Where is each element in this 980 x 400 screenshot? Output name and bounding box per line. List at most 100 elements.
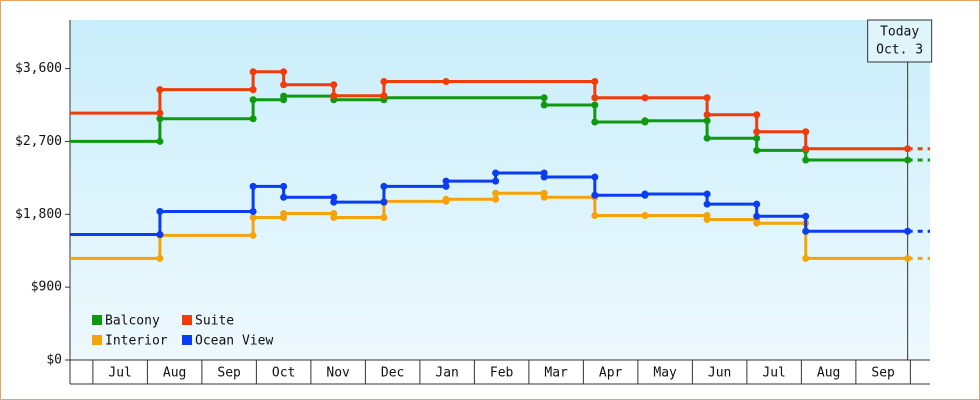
x-tick-label: Mar [544, 366, 568, 381]
point [753, 146, 761, 154]
legend-label: Ocean View [195, 334, 273, 349]
point [703, 117, 711, 125]
point [280, 182, 288, 190]
point [802, 227, 810, 235]
point [641, 212, 649, 219]
point [380, 182, 388, 190]
point [591, 94, 599, 102]
point [591, 191, 599, 199]
point [641, 94, 649, 102]
point [380, 92, 388, 100]
point [703, 134, 711, 142]
legend-swatch [92, 335, 102, 345]
legend-swatch [182, 315, 192, 325]
point [249, 207, 257, 215]
point [904, 156, 912, 164]
point [380, 78, 388, 86]
series-line [70, 70, 908, 151]
point [703, 190, 711, 198]
series-line [70, 171, 908, 237]
point [380, 198, 388, 206]
today-label: Today [880, 25, 919, 40]
point [249, 86, 257, 94]
x-tick-label: Aug [817, 366, 840, 381]
legend-label: Balcony [105, 314, 160, 329]
point [330, 81, 338, 89]
point [540, 94, 548, 102]
x-tick-label: Nov [326, 366, 350, 381]
plot-area [70, 20, 930, 360]
point [753, 212, 761, 220]
legend-swatch [92, 315, 102, 325]
point [802, 254, 810, 262]
point [753, 134, 761, 142]
point [442, 177, 450, 185]
point [442, 78, 450, 86]
point [591, 101, 599, 109]
point [380, 214, 388, 222]
point [540, 193, 548, 201]
y-tick-label: $3,600 [15, 61, 62, 76]
x-tick-label: Dec [381, 366, 404, 381]
x-tick-label: Jul [762, 366, 785, 381]
legend-swatch [182, 335, 192, 345]
legend-label: Interior [105, 334, 168, 349]
legend-label: Suite [195, 314, 234, 329]
point [280, 81, 288, 89]
y-tick-label: $2,700 [15, 134, 62, 149]
point [703, 216, 711, 224]
point [249, 182, 257, 190]
point [540, 101, 548, 109]
point [802, 145, 810, 153]
point [492, 195, 500, 203]
point [641, 190, 649, 198]
point [591, 212, 599, 219]
point [591, 78, 599, 86]
point [156, 86, 164, 94]
today-box [867, 19, 933, 63]
y-tick-label: $1,800 [15, 207, 62, 222]
x-tick-label: Sep [871, 366, 895, 381]
point [492, 177, 500, 185]
point [330, 198, 338, 206]
x-tick-label: Jul [108, 366, 131, 381]
point [753, 219, 761, 227]
point [904, 254, 912, 262]
point [280, 209, 288, 217]
point [904, 227, 912, 235]
point [249, 115, 257, 123]
today-label: Oct. 3 [876, 43, 923, 58]
point [156, 207, 164, 215]
point [591, 118, 599, 126]
point [753, 200, 761, 208]
x-tick-label: Sep [217, 366, 241, 381]
x-tick-label: Oct [272, 366, 295, 381]
point [442, 182, 450, 190]
x-tick-label: Feb [490, 366, 514, 381]
x-tick-label: May [653, 366, 677, 381]
point [703, 200, 711, 208]
point [802, 128, 810, 136]
point [249, 68, 257, 76]
point [753, 111, 761, 119]
x-tick-label: Aug [163, 366, 186, 381]
point [802, 212, 810, 220]
point [904, 145, 912, 153]
y-tick-label: $900 [31, 280, 62, 295]
point [641, 117, 649, 125]
point [703, 94, 711, 102]
point [802, 156, 810, 164]
point [156, 254, 164, 262]
point [591, 173, 599, 181]
point [280, 193, 288, 201]
point [703, 111, 711, 119]
point [492, 189, 500, 197]
point [280, 68, 288, 76]
point [156, 115, 164, 123]
point [330, 92, 338, 100]
point [330, 193, 338, 201]
y-tick-label: $0 [46, 353, 62, 368]
point [249, 96, 257, 104]
point [156, 137, 164, 145]
